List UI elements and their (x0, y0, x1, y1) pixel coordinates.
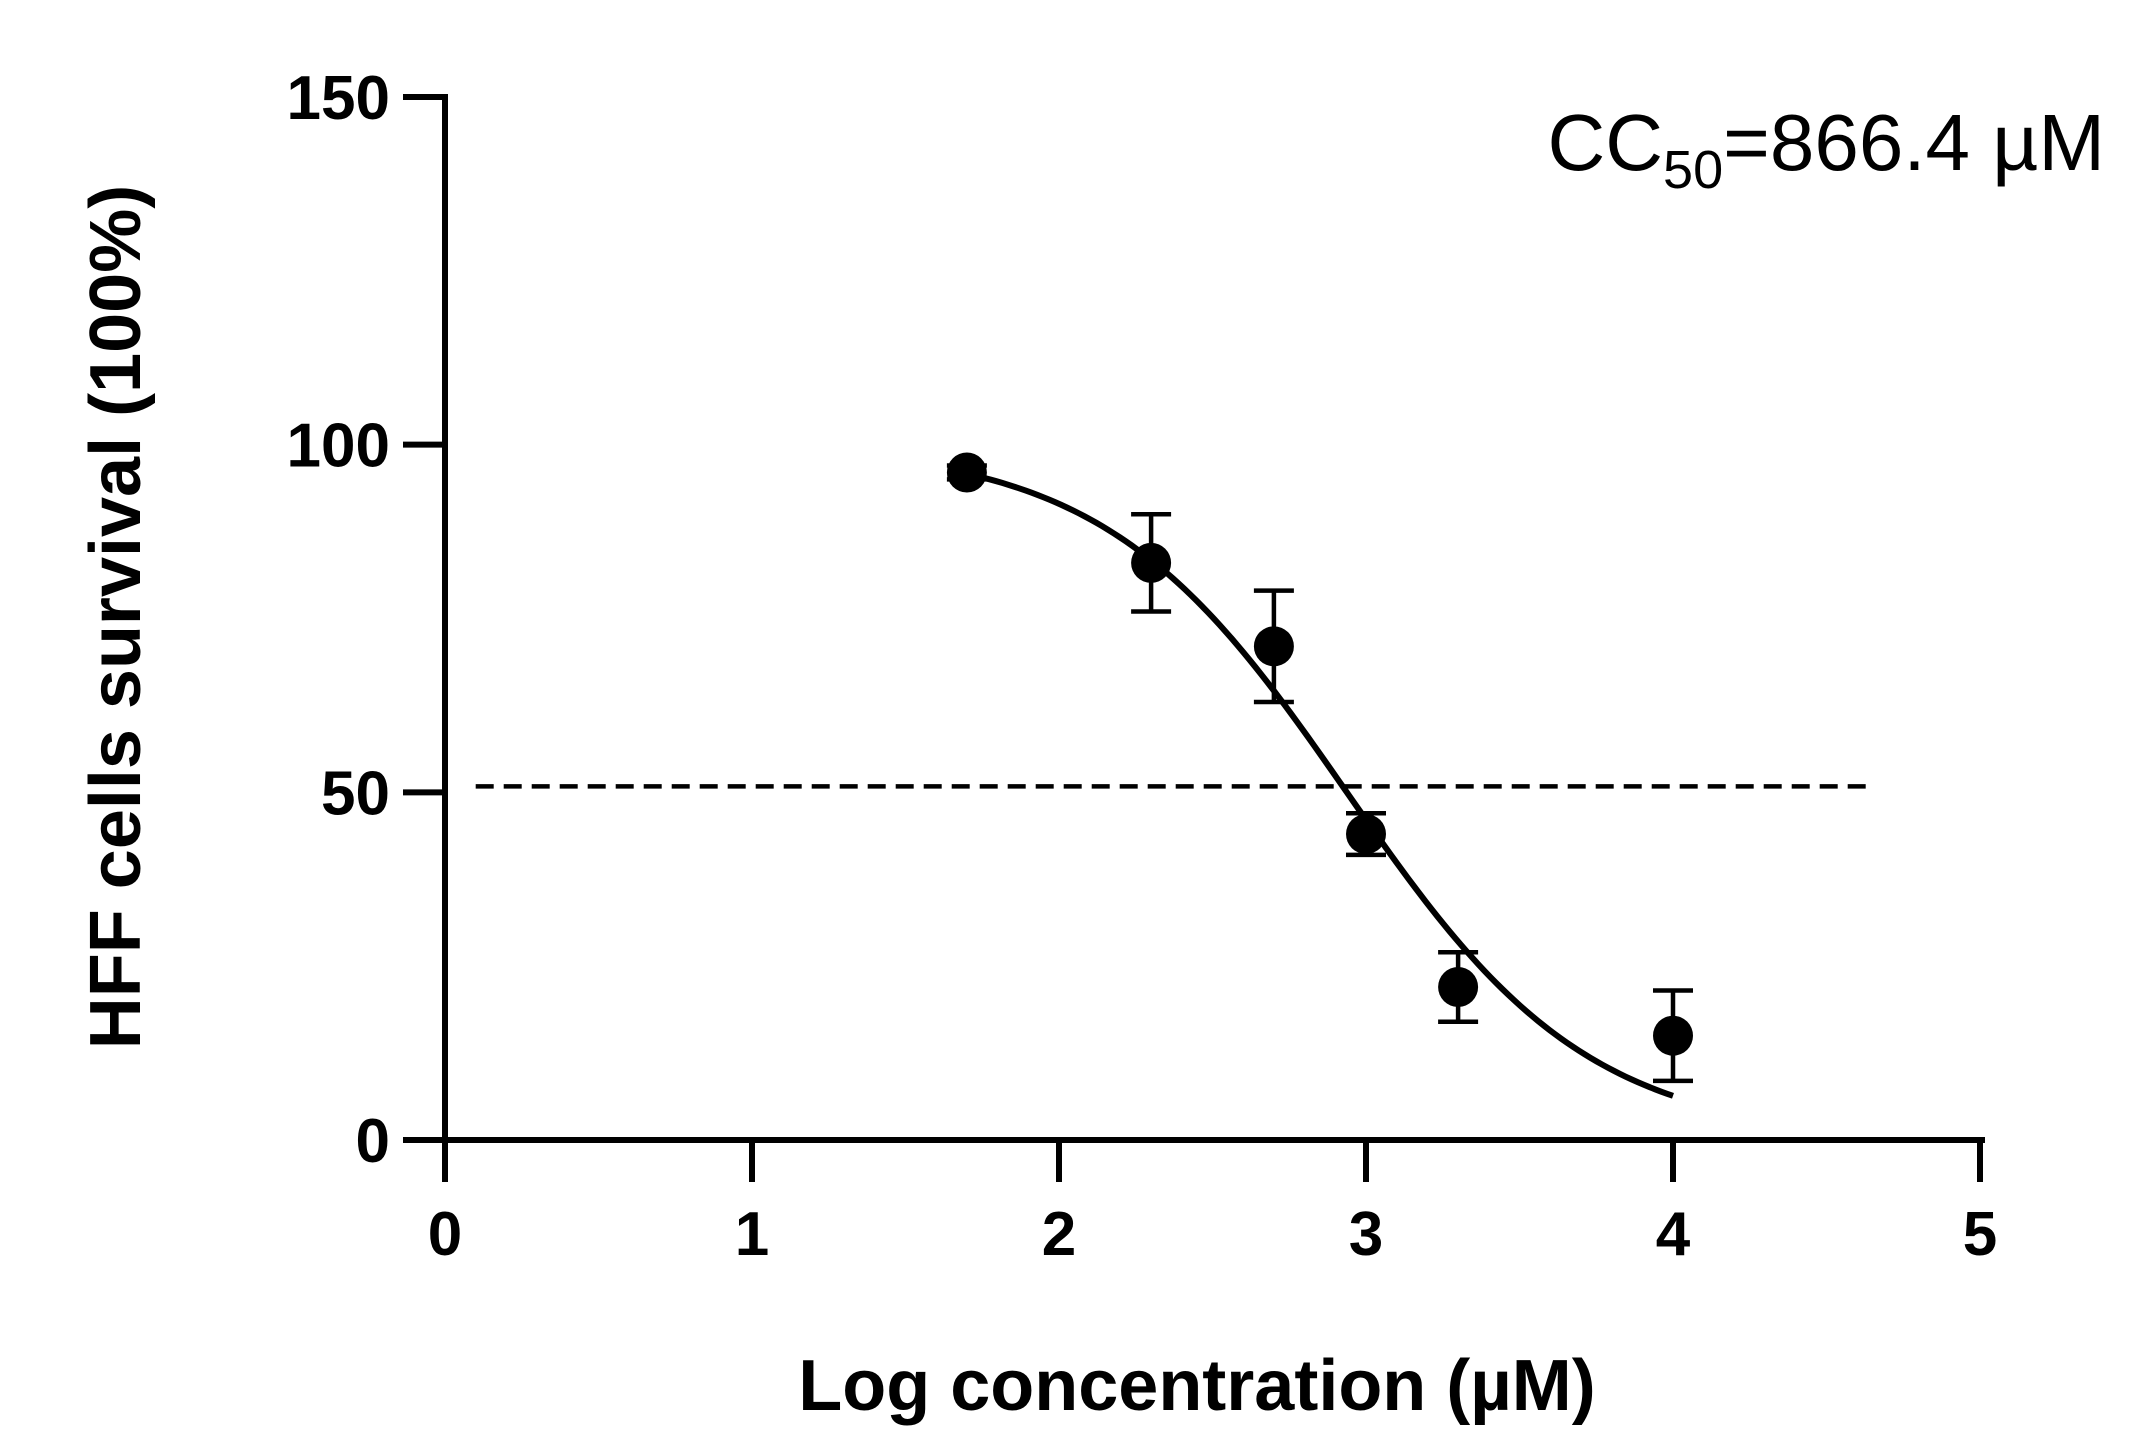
y-axis-title: HFF cells survival (100%) (76, 185, 156, 1049)
data-point-5 (1653, 1015, 1693, 1056)
data-point-3 (1346, 814, 1386, 855)
y-tick-label-1: 50 (321, 759, 390, 828)
axes (403, 94, 1985, 1182)
cc50-suffix: =866.4 µM (1723, 98, 2105, 187)
x-tick-label-5: 5 (1963, 1200, 1997, 1269)
data-point-2 (1253, 626, 1294, 667)
y-tick-label-3: 150 (287, 64, 390, 133)
x-tick-label-3: 3 (1349, 1200, 1383, 1269)
data-point-0 (946, 452, 987, 493)
x-tick-label-4: 4 (1656, 1200, 1691, 1269)
y-tick-label-2: 100 (287, 412, 390, 481)
fit-curve-layer (966, 470, 1674, 1099)
x-axis-title: Log concentration (µM) (798, 1346, 1595, 1426)
y-tick-label-0: 0 (356, 1107, 390, 1176)
data-point-4 (1438, 967, 1479, 1008)
cc50-annotation: CC50=866.4 µM (1548, 98, 2106, 200)
data-points-layer (946, 452, 1693, 1084)
x-tick-label-0: 0 (428, 1200, 462, 1269)
fit-curve (966, 470, 1674, 1099)
x-tick-label-2: 2 (1042, 1200, 1076, 1269)
cc50-subscript: 50 (1663, 140, 1723, 200)
cc50-prefix: CC (1548, 98, 1664, 187)
data-point-1 (1131, 542, 1172, 583)
x-tick-label-1: 1 (735, 1200, 769, 1269)
